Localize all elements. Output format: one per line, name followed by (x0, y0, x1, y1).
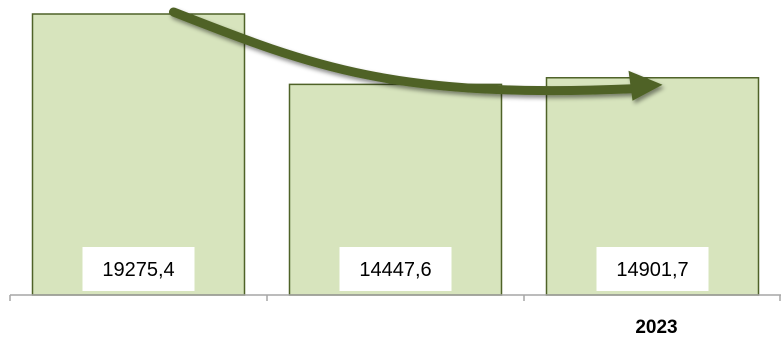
data-label-text: 19275,4 (102, 259, 174, 281)
data-label-box (339, 247, 452, 291)
trend-arrow-shaft (169, 7, 637, 96)
trend-arrow-group (169, 7, 663, 101)
trend-arrow-head (628, 70, 663, 101)
data-label-box (82, 247, 195, 291)
x-tick-label-2: 2023 (635, 317, 677, 338)
x-tick-labels: 2023 (635, 317, 677, 338)
data-label-box (596, 247, 709, 291)
data-label-2: 14901,7 (596, 247, 709, 291)
data-label-1: 14447,6 (339, 247, 452, 291)
data-label-text: 14901,7 (616, 259, 688, 281)
data-label-0: 19275,4 (82, 247, 195, 291)
data-label-text: 14447,6 (359, 259, 431, 281)
data-labels-layer: 19275,4 14447,6 14901,7 (82, 247, 709, 291)
bar-2 (545, 77, 760, 296)
trend-arrow (169, 7, 663, 101)
x-axis (9, 294, 781, 301)
bars-layer (31, 13, 760, 296)
